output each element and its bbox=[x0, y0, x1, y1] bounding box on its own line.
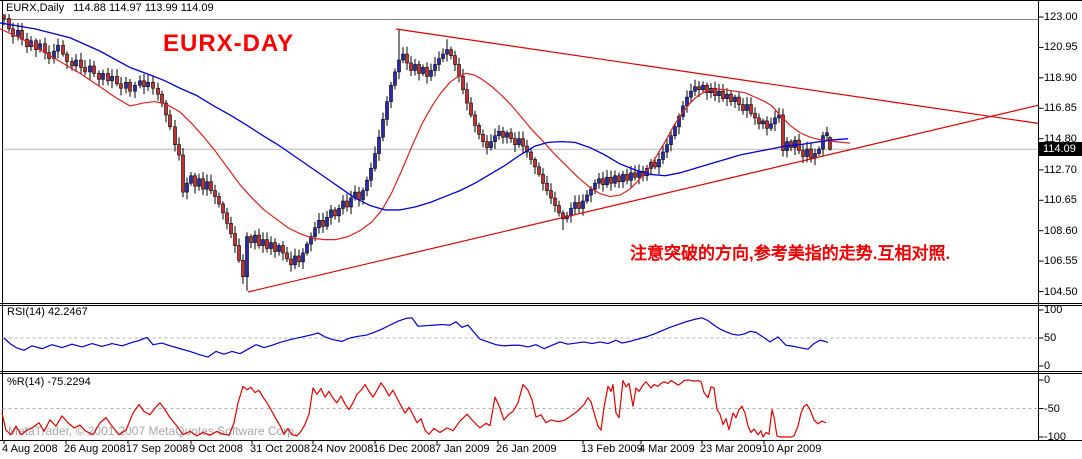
price-axis-label: 120.95 bbox=[1044, 41, 1078, 54]
price-axis-label: 104.50 bbox=[1044, 285, 1078, 298]
time-axis-label: 17 Sep 2008 bbox=[126, 443, 189, 455]
price-axis-label: 116.85 bbox=[1044, 102, 1077, 115]
rsi-axis-label: 100 bbox=[1044, 304, 1063, 316]
rsi-axis-label: 50 bbox=[1044, 332, 1057, 344]
price-axis-label: 110.65 bbox=[1044, 194, 1077, 207]
annotation-note-chinese: 注意突破的方向,参考美指的走势.互相对照. bbox=[630, 244, 951, 263]
time-axis-label: 26 Jan 2009 bbox=[496, 443, 557, 455]
ascending-trendline bbox=[247, 104, 1039, 293]
price-axis-label: 118.90 bbox=[1044, 71, 1077, 84]
time-axis-label: 26 Aug 2008 bbox=[64, 443, 126, 455]
price-axis-label: 108.60 bbox=[1044, 224, 1078, 237]
time-axis-label: 24 Nov 2008 bbox=[311, 443, 374, 455]
time-axis-label: 4 Mar 2009 bbox=[639, 443, 695, 455]
time-axis-label: 31 Oct 2008 bbox=[250, 443, 310, 455]
time-axis-label: 9 Oct 2008 bbox=[189, 443, 243, 455]
price-axis-label: 114.80 bbox=[1044, 132, 1077, 145]
annotation-title-text: EURX-DAY bbox=[163, 30, 295, 57]
time-axis-label: 4 Aug 2008 bbox=[2, 443, 58, 455]
ma-slow-blue-line bbox=[0, 22, 849, 211]
ma-fast-red-line bbox=[0, 28, 851, 241]
wpr-axis-label: -50 bbox=[1044, 402, 1060, 415]
wpr-indicator-label: %R(14) -75.2294 bbox=[7, 376, 91, 388]
price-axis-label: 123.00 bbox=[1044, 11, 1078, 23]
price-axis-label: 106.55 bbox=[1044, 255, 1078, 268]
wpr-axis-label: -100 bbox=[1044, 431, 1067, 443]
time-axis-label: 10 Apr 2009 bbox=[762, 443, 822, 455]
time-axis-label: 16 Dec 2008 bbox=[373, 443, 436, 455]
descending-trendline bbox=[395, 28, 1039, 124]
time-axis-label: 13 Feb 2009 bbox=[581, 443, 643, 455]
chart-header: EURX,Daily 114.88 114.97 113.99 114.09 bbox=[6, 2, 214, 14]
candlestick-series bbox=[2, 14, 832, 291]
wpr-line bbox=[1, 379, 827, 438]
rsi-line bbox=[3, 317, 829, 358]
symbol-period-label: EURX,Daily bbox=[6, 2, 65, 14]
time-axis-label: 23 Mar 2009 bbox=[700, 443, 762, 455]
time-axis-label: 7 Jan 2009 bbox=[435, 443, 490, 455]
ohlc-values: 114.88 114.97 113.99 114.09 bbox=[73, 2, 214, 14]
price-axis-label: 112.70 bbox=[1044, 163, 1077, 176]
rsi-indicator-label: RSI(14) 42.2467 bbox=[7, 306, 88, 318]
current-price-tag: 114.09 bbox=[1039, 142, 1082, 157]
rsi-axis-label: 0 bbox=[1044, 360, 1051, 372]
wpr-axis-label: 0 bbox=[1044, 374, 1051, 386]
